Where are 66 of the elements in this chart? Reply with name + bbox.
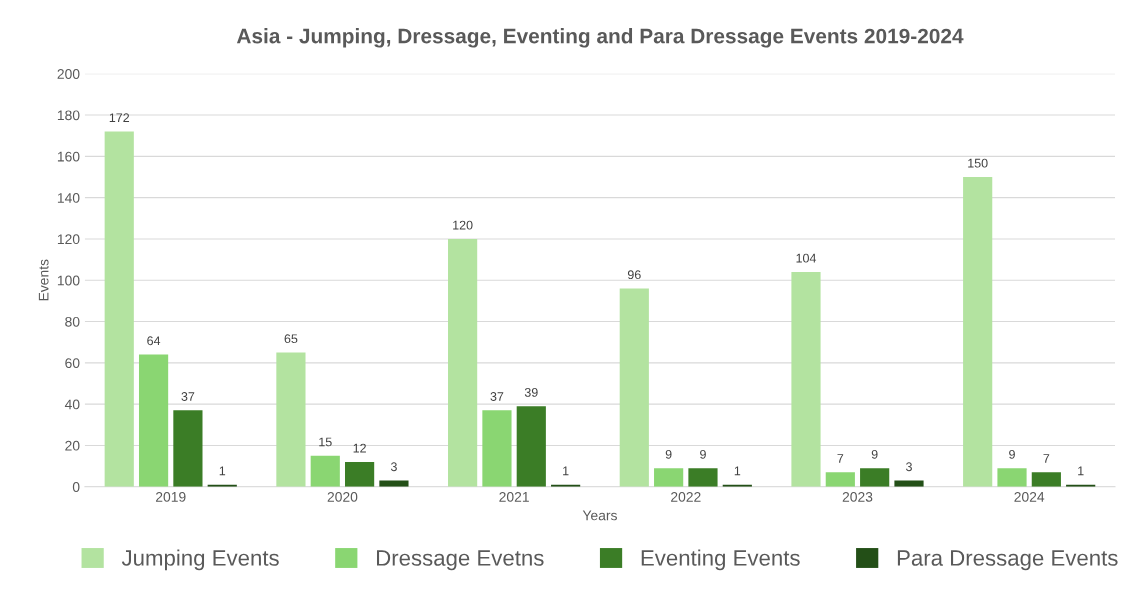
data-label: 3	[390, 462, 397, 472]
legend-label: Eventing Events	[641, 549, 800, 571]
y-tick-label: 200	[57, 69, 80, 79]
data-label: 15	[319, 437, 332, 447]
x-tick-label: 2024	[1014, 491, 1045, 502]
bar	[619, 288, 649, 487]
y-tick-label: 140	[57, 192, 80, 203]
chart-title: Asia - Jumping, Dressage, Eventing and Para Dressage Events 2019-2024	[236, 28, 964, 48]
x-axis-title: Years	[582, 510, 617, 521]
y-tick-label: 60	[65, 358, 80, 369]
bar	[654, 468, 684, 487]
x-tick-label: 2022	[671, 491, 701, 502]
y-tick-label: 100	[57, 275, 80, 286]
bar	[791, 271, 821, 487]
x-tick-label: 2019	[156, 491, 186, 502]
bar	[310, 455, 340, 487]
data-label: 7	[837, 454, 844, 463]
data-label: 9	[700, 449, 706, 459]
data-label: 172	[109, 113, 130, 123]
data-label: 1	[734, 466, 741, 476]
data-label: 120	[453, 220, 473, 230]
y-tick-label: 80	[65, 316, 80, 327]
bar	[860, 468, 890, 487]
legend-label: Dressage Evetns	[377, 550, 544, 571]
bar	[345, 461, 375, 487]
data-label: 37	[181, 392, 195, 401]
legend-label: Jumping Events	[121, 549, 279, 571]
x-tick-label: 2023	[842, 491, 873, 502]
y-tick-label: 40	[64, 399, 80, 410]
y-tick-label: 0	[72, 482, 80, 492]
y-tick-label: 180	[57, 110, 80, 121]
legend-label: Para Dressage Events	[897, 550, 1118, 571]
y-tick-label: 120	[57, 234, 80, 245]
x-tick-label: 2020	[327, 491, 358, 502]
data-label: 150	[968, 158, 988, 168]
data-label: 104	[796, 253, 817, 263]
bar	[138, 354, 169, 487]
bar	[173, 410, 203, 487]
data-label: 12	[353, 443, 366, 453]
y-axis-title: Events	[38, 259, 49, 301]
bar	[448, 238, 478, 487]
data-label: 7	[1043, 454, 1050, 463]
bar	[825, 472, 855, 487]
bar	[963, 177, 993, 487]
data-label: 9	[871, 449, 878, 459]
y-tick-label: 160	[57, 151, 80, 162]
y-tick-label: 20	[65, 440, 80, 451]
bar	[997, 468, 1027, 487]
bar	[1031, 472, 1061, 487]
bar	[104, 131, 134, 487]
bar	[516, 406, 546, 487]
data-label: 1	[1078, 466, 1084, 476]
data-label: 3	[906, 462, 912, 472]
data-label: 9	[665, 449, 672, 459]
data-label: 65	[284, 334, 298, 344]
data-label: 64	[147, 336, 161, 346]
data-label: 9	[1009, 449, 1015, 459]
data-label: 39	[524, 387, 538, 397]
data-label: 1	[563, 466, 569, 476]
bar	[688, 468, 718, 487]
bar	[276, 352, 306, 487]
data-label: 37	[490, 392, 504, 401]
x-tick-label: 2021	[499, 491, 529, 502]
data-label: 96	[627, 270, 641, 280]
data-label: 1	[219, 466, 226, 476]
bar	[482, 410, 512, 487]
